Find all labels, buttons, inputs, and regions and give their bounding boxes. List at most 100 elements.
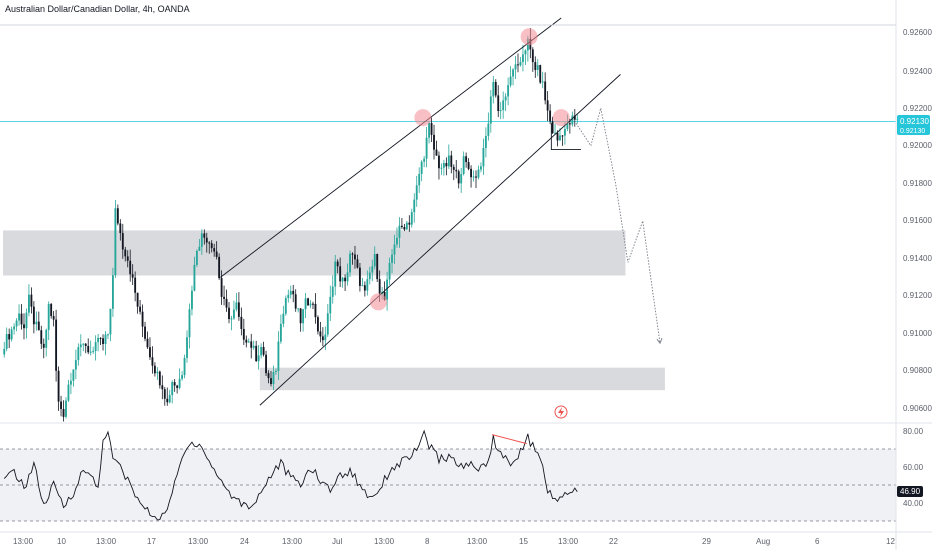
candle-body [262, 346, 265, 355]
rsi-divergence-line [491, 434, 527, 445]
candle-body [497, 95, 500, 112]
candle-body [79, 344, 82, 348]
candle-body [460, 174, 463, 184]
candle-body [336, 261, 339, 267]
price-label-092400: 0.92400 [903, 67, 932, 76]
candle-body [502, 100, 505, 111]
candle-body [203, 233, 206, 238]
candle-body [149, 347, 151, 358]
candle-body [163, 389, 166, 399]
candle-body [223, 296, 225, 299]
candle-body [366, 279, 369, 291]
candle-body [541, 81, 544, 83]
channel-upper-line [220, 17, 562, 278]
candle-body [435, 149, 438, 156]
candle-body [161, 385, 164, 390]
highlight-circle-2 [520, 28, 538, 46]
candle-body [410, 212, 413, 225]
candle-body [472, 176, 475, 178]
candle-body [393, 244, 396, 255]
candle-body [445, 163, 448, 167]
candle-body [198, 246, 201, 251]
price-label-090600: 0.90600 [903, 404, 932, 413]
candle-body [339, 266, 342, 282]
candle-body [556, 132, 559, 141]
candle-body [121, 233, 124, 250]
channel-lower-line [259, 74, 621, 406]
candle-body [438, 155, 440, 169]
candle-body [420, 161, 423, 174]
candle-body [195, 250, 198, 265]
candle-body [566, 123, 569, 129]
candle-body [240, 316, 243, 329]
candle-body [386, 279, 389, 300]
candle-body [23, 324, 25, 329]
candle-body [326, 313, 329, 335]
candle-body [413, 199, 416, 213]
time-label-9: 8 [425, 537, 430, 546]
candle-body [284, 298, 287, 314]
candle-body [28, 294, 30, 313]
candle-body [361, 285, 364, 287]
candle-body [489, 96, 492, 124]
candle-body [40, 330, 43, 344]
candle-body [3, 348, 6, 355]
candle-body [10, 329, 13, 340]
candle-body [447, 155, 450, 167]
current-price-sub: 0.92130 [900, 128, 925, 135]
candle-body [129, 260, 132, 275]
time-label-6: 13:00 [282, 537, 303, 546]
candle-body [62, 408, 65, 417]
candle-body [260, 346, 263, 356]
candle-body [455, 169, 458, 172]
projection-arrowhead [656, 338, 663, 345]
price-label-092000: 0.92000 [903, 141, 932, 150]
candle-body [378, 279, 381, 294]
candle-body [442, 163, 445, 168]
time-label-4: 13:00 [188, 537, 209, 546]
candle-body [428, 122, 431, 138]
candle-body [166, 398, 169, 403]
candle-body [568, 123, 571, 125]
rsi-label-40: 40.00 [903, 499, 924, 508]
candle-body [116, 208, 119, 224]
candle-body [494, 81, 497, 96]
candle-body [136, 292, 139, 307]
candle-body [294, 294, 297, 309]
candle-body [119, 223, 122, 234]
candle-body [480, 166, 482, 170]
candle-body [304, 298, 307, 310]
candle-body [492, 81, 495, 97]
candle-body [398, 225, 401, 238]
candle-body [20, 313, 23, 325]
candle-body [50, 303, 53, 317]
zone-1 [259, 367, 665, 391]
candle-body [114, 208, 117, 276]
candle-body [8, 334, 11, 340]
price-label-091000: 0.91000 [903, 329, 932, 338]
candle-body [282, 313, 285, 324]
candle-body [551, 121, 554, 134]
candle-body [245, 339, 248, 343]
candle-body [309, 303, 312, 306]
candle-body [356, 259, 359, 268]
price-label-091600: 0.91600 [903, 216, 932, 225]
candle-body [225, 298, 228, 308]
lightning-icon[interactable] [554, 405, 568, 419]
candle-body [151, 357, 154, 366]
candle-body [531, 49, 534, 63]
time-label-1: 10 [57, 537, 66, 546]
candle-body [13, 326, 16, 330]
candle-body [215, 251, 218, 257]
candle-body [92, 350, 95, 352]
candle-body [314, 303, 317, 318]
candle-body [396, 237, 398, 245]
rsi-current-tag [897, 486, 923, 497]
candle-body [45, 329, 48, 348]
candle-body [124, 249, 127, 257]
candle-body [376, 254, 379, 280]
time-label-8: 13:00 [374, 537, 395, 546]
candle-body [32, 306, 35, 325]
